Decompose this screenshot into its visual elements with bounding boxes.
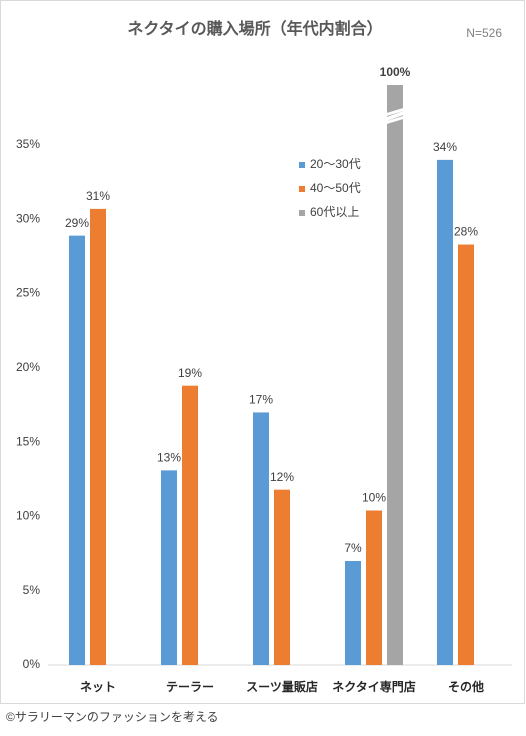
y-tick-label: 20% bbox=[16, 360, 40, 374]
data-label: 19% bbox=[178, 366, 202, 380]
y-tick-label: 30% bbox=[16, 211, 40, 225]
x-tick-label: その他 bbox=[448, 679, 484, 694]
data-label: 28% bbox=[454, 225, 478, 239]
data-label: 13% bbox=[157, 451, 181, 465]
legend-label: 20～30代 bbox=[310, 157, 361, 171]
bar bbox=[458, 244, 474, 666]
x-tick-label: ネット bbox=[80, 680, 116, 694]
y-tick-label: 5% bbox=[23, 583, 41, 597]
bar bbox=[161, 470, 177, 665]
y-tick-label: 15% bbox=[16, 434, 40, 448]
bar bbox=[366, 510, 382, 665]
bar bbox=[437, 159, 453, 665]
legend-swatch bbox=[299, 210, 305, 216]
data-label: 17% bbox=[249, 393, 273, 407]
y-tick-label: 0% bbox=[23, 657, 41, 671]
bar bbox=[387, 85, 403, 665]
x-tick-label: テーラー bbox=[166, 680, 214, 694]
legend-label: 60代以上 bbox=[310, 205, 359, 219]
legend-swatch bbox=[299, 186, 305, 192]
source: ©サラリーマンのファッションを考える bbox=[6, 710, 218, 724]
bar bbox=[182, 385, 198, 665]
legend-label: 40～50代 bbox=[310, 181, 361, 195]
y-tick-label: 10% bbox=[16, 509, 40, 523]
bar bbox=[345, 561, 361, 665]
bar bbox=[69, 235, 85, 665]
legend-swatch bbox=[299, 162, 305, 168]
x-tick-label: スーツ量販店 bbox=[246, 679, 318, 694]
data-label: 12% bbox=[270, 470, 294, 484]
y-tick-label: 35% bbox=[16, 137, 40, 151]
sample-size: N=526 bbox=[466, 26, 502, 40]
bar bbox=[274, 489, 290, 665]
data-label: 31% bbox=[86, 189, 110, 203]
data-label: 7% bbox=[344, 541, 362, 555]
y-tick-label: 25% bbox=[16, 286, 40, 300]
axis-break bbox=[384, 107, 406, 125]
break-gap bbox=[386, 110, 404, 122]
bar bbox=[253, 412, 269, 665]
data-label: 34% bbox=[433, 140, 457, 154]
x-tick-label: ネクタイ専門店 bbox=[332, 679, 416, 694]
data-label: 10% bbox=[362, 491, 386, 505]
bar bbox=[90, 208, 106, 665]
chart-title: ネクタイの購入場所（年代内割合） bbox=[127, 19, 382, 38]
data-label: 100% bbox=[380, 65, 411, 79]
data-label: 29% bbox=[65, 216, 89, 230]
